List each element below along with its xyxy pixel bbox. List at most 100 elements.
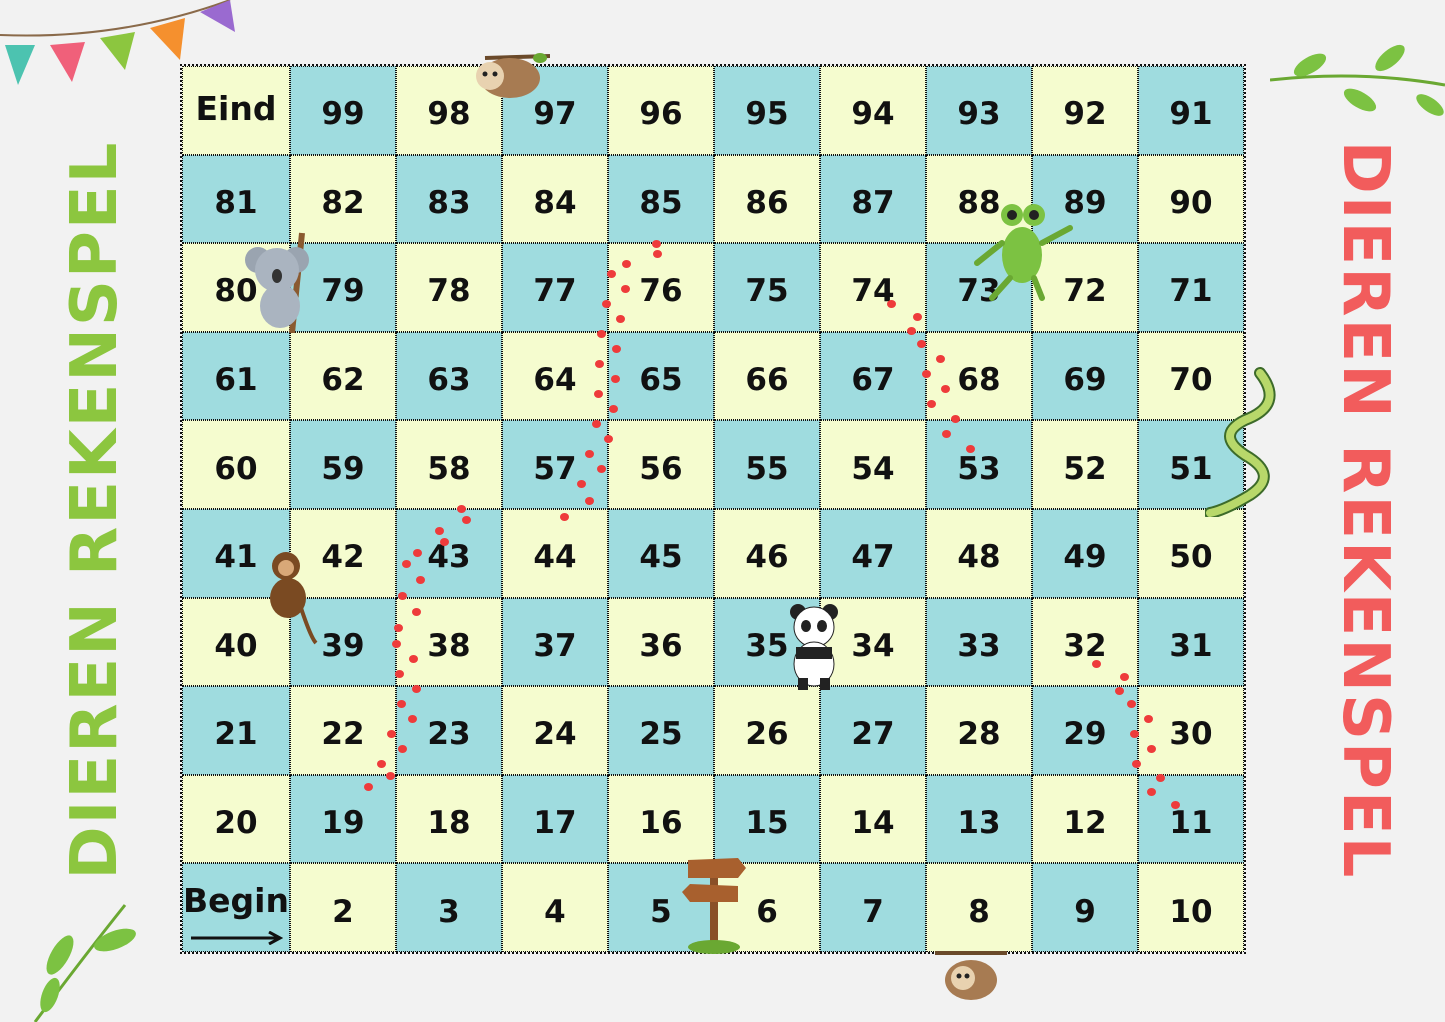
paw-print-icon [387, 730, 396, 738]
cell-label: 6 [756, 893, 778, 930]
board-cell: 85 [607, 154, 714, 244]
paw-print-icon [593, 390, 603, 398]
paw-print-icon [386, 771, 396, 780]
board-cell: 47 [819, 508, 926, 598]
paw-print-icon [1147, 787, 1156, 796]
cell-label: 41 [214, 539, 258, 576]
board-cell: 58 [395, 420, 502, 509]
paw-print-icon [927, 400, 936, 408]
signpost-icon [682, 858, 746, 954]
board-cell: 37 [501, 597, 608, 687]
paw-print-icon [1144, 715, 1154, 723]
cell-label: 56 [639, 450, 683, 487]
cell-label: Eind [195, 88, 277, 128]
cell-label: 59 [321, 450, 365, 487]
title-right: DIEREN REKENSPEL [1328, 140, 1402, 880]
cell-label: 15 [745, 805, 789, 842]
paw-print-icon [607, 270, 616, 278]
monkey-icon [270, 552, 318, 645]
board-cell: 33 [925, 597, 1032, 687]
board-cell: 92 [1031, 66, 1138, 155]
board-cell: 40 [182, 597, 290, 687]
board-cell: 81 [182, 154, 290, 244]
board-cell: 48 [925, 508, 1032, 598]
paw-print-icon [935, 355, 945, 363]
board-cell: 91 [1137, 66, 1244, 155]
paw-print-icon [412, 608, 421, 616]
paw-print-icon [394, 624, 403, 632]
cell-label: 50 [1169, 539, 1213, 576]
paw-print-icon [1146, 745, 1156, 753]
board-cell: 52 [1031, 420, 1138, 509]
cell-label: 37 [533, 627, 577, 664]
board-cell: 29 [1031, 686, 1138, 775]
cell-label: 62 [321, 362, 365, 399]
cell-label: 49 [1063, 539, 1107, 576]
paw-print-icon [597, 330, 606, 338]
paw-print-icon [398, 592, 407, 600]
paw-print-icon [1092, 660, 1101, 668]
cell-label: 28 [957, 716, 1001, 753]
cell-label: 22 [321, 716, 365, 753]
board-cell: 63 [395, 331, 502, 421]
board-cell: 16 [607, 774, 714, 864]
paw-print-icon [965, 445, 975, 453]
cell-label: 70 [1169, 362, 1213, 399]
paw-print-icon [560, 513, 570, 522]
board-cell: 26 [713, 686, 820, 775]
board-cell: 13 [925, 774, 1032, 864]
paw-print-icon [942, 430, 951, 438]
cell-label: 98 [427, 96, 471, 133]
board-cell: 10 [1137, 863, 1244, 952]
cell-label: 73 [957, 273, 1001, 310]
board-cell: 14 [819, 774, 926, 864]
paw-print-icon [612, 345, 622, 353]
paw-print-icon [913, 313, 922, 322]
board-cell: 61 [182, 331, 290, 421]
paw-print-icon [402, 560, 411, 568]
board-cell: 83 [395, 154, 502, 244]
board-cell: 46 [713, 508, 820, 598]
cell-label: 96 [639, 96, 683, 133]
cell-label: 34 [851, 627, 895, 664]
board-cell: 23 [395, 686, 502, 775]
paw-print-icon [377, 760, 386, 768]
board-cell: 99 [289, 66, 396, 155]
board-cell: 82 [289, 154, 396, 244]
board-cell: 67 [819, 331, 926, 421]
board-cell: 27 [819, 686, 926, 775]
paw-print-icon [950, 415, 960, 423]
cell-label: 47 [851, 539, 895, 576]
cell-label: 18 [427, 805, 471, 842]
paw-print-icon [615, 315, 625, 323]
cell-label: 10 [1169, 893, 1213, 930]
cell-label: 21 [214, 716, 258, 753]
cell-label: 79 [321, 273, 365, 310]
cell-label: 89 [1063, 184, 1107, 221]
board-cell: 3 [395, 863, 502, 952]
board-cell: 89 [1031, 154, 1138, 244]
cell-label: 75 [745, 273, 789, 310]
paw-print-icon [1127, 700, 1136, 708]
cell-label: 38 [427, 627, 471, 664]
board-cell: 72 [1031, 243, 1138, 332]
cell-label: 54 [851, 450, 895, 487]
board-cell: 59 [289, 420, 396, 509]
cell-label: 90 [1169, 184, 1213, 221]
board-cell: 44 [501, 508, 608, 598]
board-cell: 75 [713, 243, 820, 332]
board-cell: 19 [289, 774, 396, 864]
cell-label: 88 [957, 184, 1001, 221]
board-cell: 71 [1137, 243, 1244, 332]
board-cell: 9 [1031, 863, 1138, 952]
cell-label: 14 [851, 805, 895, 842]
paw-print-icon [622, 260, 631, 268]
cell-label: 84 [533, 184, 577, 221]
cell-label: 39 [321, 627, 365, 664]
cell-label: 91 [1169, 96, 1213, 133]
cell-label: 33 [957, 627, 1001, 664]
cell-label: 24 [533, 716, 577, 753]
cell-label: 87 [851, 184, 895, 221]
paw-print-icon [917, 340, 926, 348]
cell-label: 77 [533, 273, 577, 310]
